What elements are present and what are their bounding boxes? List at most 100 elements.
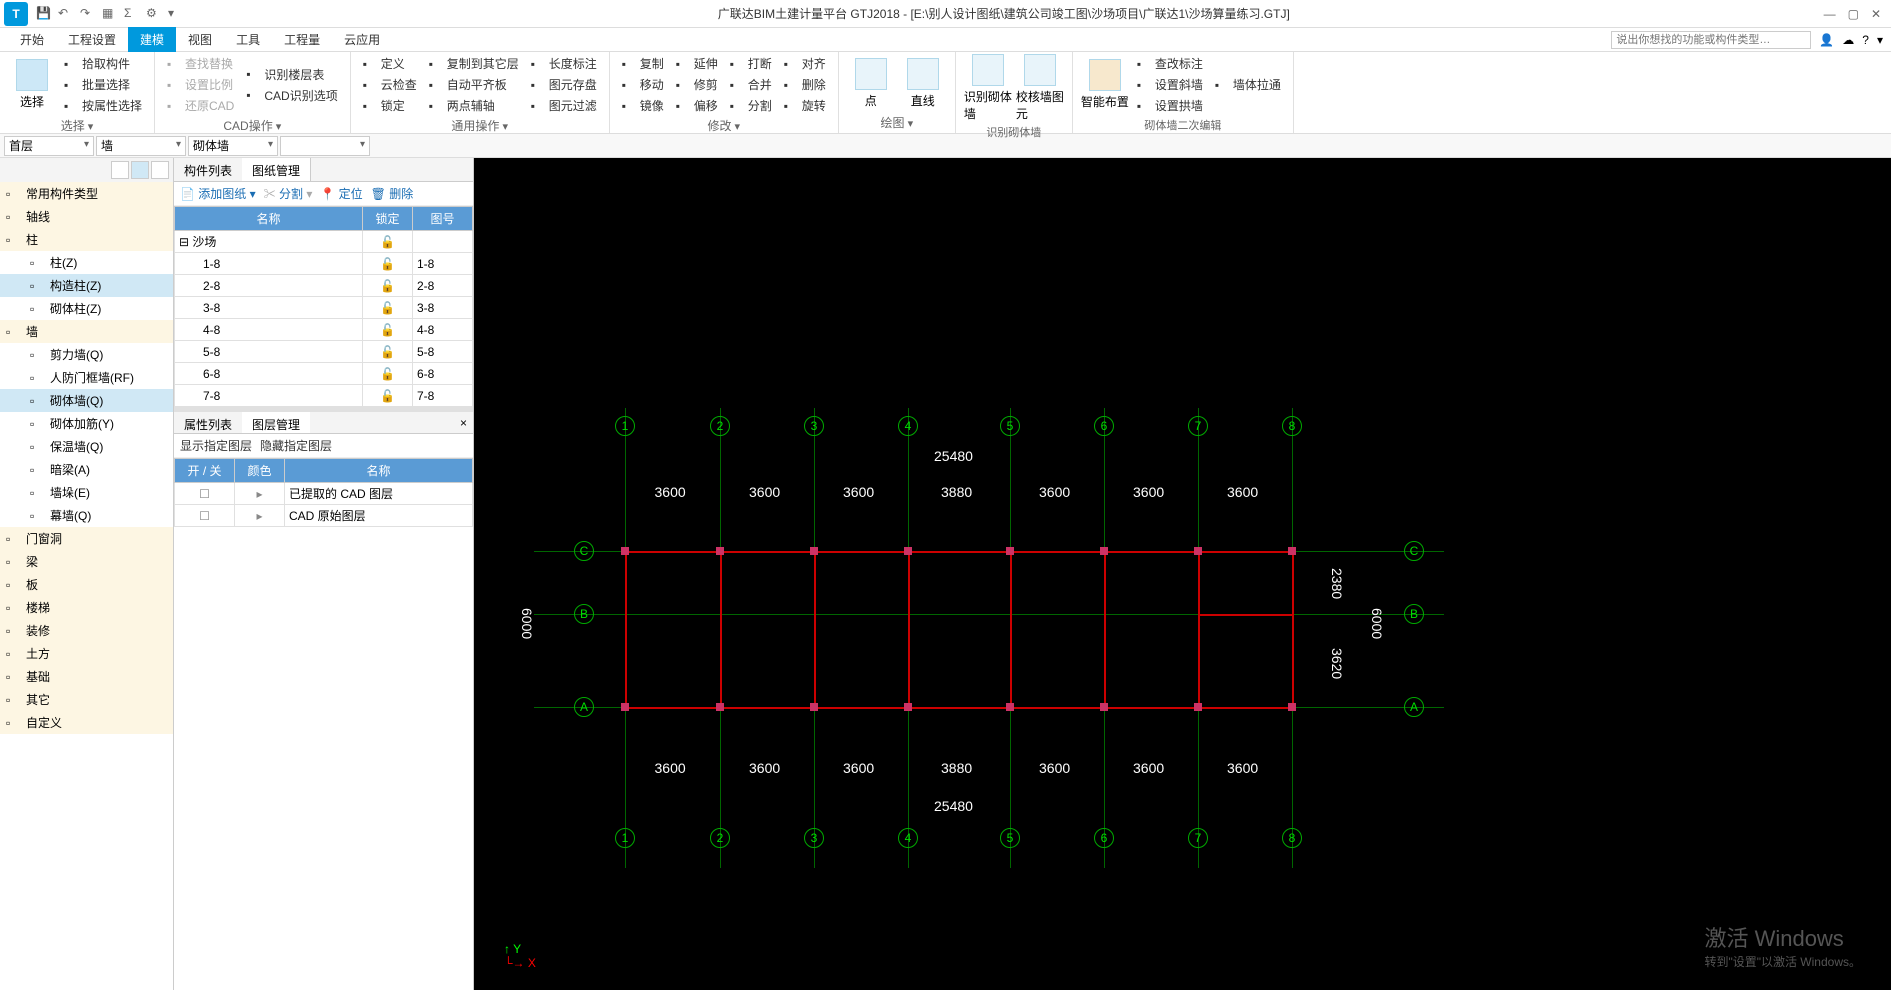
- maximize-icon[interactable]: ▢: [1848, 7, 1859, 21]
- ribbon-item[interactable]: ▪修剪: [672, 75, 722, 94]
- locate-button[interactable]: 📍 定位: [320, 185, 362, 202]
- table-row[interactable]: 1-8🔓1-8: [175, 253, 473, 275]
- draw-点[interactable]: 点: [847, 54, 895, 112]
- tree-item[interactable]: ▫墙: [0, 320, 173, 343]
- ribbon-item[interactable]: ▪锁定: [359, 96, 421, 115]
- ribbon-item[interactable]: ▪设置比例: [163, 75, 238, 94]
- tab-drawing-mgmt[interactable]: 图纸管理: [242, 158, 311, 181]
- calc-icon[interactable]: Σ: [124, 6, 140, 22]
- tree-item[interactable]: ▫砌体墙(Q): [0, 389, 173, 412]
- tree-item[interactable]: ▫柱(Z): [0, 251, 173, 274]
- layer-row[interactable]: ☐▸CAD 原始图层: [175, 505, 473, 527]
- hide-layer-button[interactable]: 隐藏指定图层: [260, 437, 332, 454]
- tree-item[interactable]: ▫柱: [0, 228, 173, 251]
- tree-item[interactable]: ▫自定义: [0, 711, 173, 734]
- ribbon-item[interactable]: ▪复制: [618, 54, 668, 73]
- tree-item[interactable]: ▫暗梁(A): [0, 458, 173, 481]
- tree-item[interactable]: ▫构造柱(Z): [0, 274, 173, 297]
- tree-item[interactable]: ▫常用构件类型: [0, 182, 173, 205]
- category-combo[interactable]: 墙: [96, 136, 186, 156]
- save-icon[interactable]: 💾: [36, 6, 52, 22]
- ribbon-item[interactable]: ▪延伸: [672, 54, 722, 73]
- recog-btn[interactable]: 识别砌体墙: [964, 54, 1012, 122]
- tree-item[interactable]: ▫门窗洞: [0, 527, 173, 550]
- tab-layers[interactable]: 图层管理: [242, 412, 310, 433]
- tree-item[interactable]: ▫梁: [0, 550, 173, 573]
- ribbon-item[interactable]: ▪镜像: [618, 96, 668, 115]
- tree-view2-icon[interactable]: [131, 161, 149, 179]
- select-button[interactable]: 选择: [8, 54, 56, 115]
- ribbon-item[interactable]: ▪设置斜墙: [1133, 75, 1207, 94]
- ribbon-item[interactable]: ▪打断: [726, 54, 776, 73]
- table-row[interactable]: 4-8🔓4-8: [175, 319, 473, 341]
- tree-item[interactable]: ▫保温墙(Q): [0, 435, 173, 458]
- cloud-icon[interactable]: ☁: [1842, 33, 1854, 47]
- ribbon-item[interactable]: ▪定义: [359, 54, 421, 73]
- ribbon-item[interactable]: ▪删除: [780, 75, 830, 94]
- tree-item[interactable]: ▫砌体柱(Z): [0, 297, 173, 320]
- tab-2[interactable]: 建模: [128, 27, 176, 52]
- split-button[interactable]: ✂ 分割 ▾: [264, 185, 313, 202]
- help-icon[interactable]: ?: [1862, 33, 1869, 47]
- table-row[interactable]: 7-8🔓7-8: [175, 385, 473, 407]
- table-row[interactable]: 6-8🔓6-8: [175, 363, 473, 385]
- tree-item[interactable]: ▫剪力墙(Q): [0, 343, 173, 366]
- ribbon-item[interactable]: ▪两点辅轴: [425, 96, 523, 115]
- tab-3[interactable]: 视图: [176, 27, 224, 52]
- layer-grid[interactable]: 开 / 关颜色名称 ☐▸已提取的 CAD 图层☐▸CAD 原始图层: [174, 458, 473, 527]
- ribbon-item[interactable]: ▪旋转: [780, 96, 830, 115]
- smart-layout-button[interactable]: 智能布置: [1081, 54, 1129, 115]
- draw-直线[interactable]: 直线: [899, 54, 947, 112]
- ribbon-item[interactable]: ▪识别楼层表: [242, 65, 341, 84]
- ribbon-item[interactable]: ▪查找替换: [163, 54, 238, 73]
- drawing-grid[interactable]: 名称锁定图号 ⊟ 沙场🔓 1-8🔓1-8 2-8🔓2-8 3-8🔓3-8 4-8…: [174, 206, 473, 406]
- undo-icon[interactable]: ↶: [58, 6, 74, 22]
- ribbon-item[interactable]: ▪还原CAD: [163, 96, 238, 115]
- ribbon-item[interactable]: ▪合并: [726, 75, 776, 94]
- ribbon-item[interactable]: ▪移动: [618, 75, 668, 94]
- ribbon-item[interactable]: ▪偏移: [672, 96, 722, 115]
- ribbon-item[interactable]: ▪按属性选择: [60, 96, 146, 115]
- tree-item[interactable]: ▫楼梯: [0, 596, 173, 619]
- add-drawing-button[interactable]: 📄 添加图纸 ▾: [180, 185, 256, 202]
- floor-combo[interactable]: 首层: [4, 136, 94, 156]
- tab-5[interactable]: 工程量: [272, 27, 332, 52]
- tab-1[interactable]: 工程设置: [56, 27, 128, 52]
- tab-0[interactable]: 开始: [8, 27, 56, 52]
- tree-view3-icon[interactable]: [151, 161, 169, 179]
- tree-item[interactable]: ▫幕墙(Q): [0, 504, 173, 527]
- ribbon-item[interactable]: ▪拾取构件: [60, 54, 146, 73]
- table-row[interactable]: 3-8🔓3-8: [175, 297, 473, 319]
- recog-btn[interactable]: 校核墙图元: [1016, 54, 1064, 122]
- table-row[interactable]: ⊟ 沙场🔓: [175, 231, 473, 253]
- close-panel-icon[interactable]: ×: [454, 412, 473, 433]
- ribbon-item[interactable]: ▪图元过滤: [527, 96, 601, 115]
- ribbon-item[interactable]: ▪自动平齐板: [425, 75, 523, 94]
- tab-4[interactable]: 工具: [224, 27, 272, 52]
- show-layer-button[interactable]: 显示指定图层: [180, 437, 252, 454]
- ribbon-item[interactable]: ▪图元存盘: [527, 75, 601, 94]
- tree-item[interactable]: ▫装修: [0, 619, 173, 642]
- tab-6[interactable]: 云应用: [332, 27, 392, 52]
- extra-combo[interactable]: [280, 136, 370, 156]
- dropdown-icon[interactable]: ▾: [168, 6, 184, 22]
- tree-item[interactable]: ▫板: [0, 573, 173, 596]
- delete-button[interactable]: 🗑 删除: [371, 185, 414, 202]
- ribbon-item[interactable]: ▪设置拱墙: [1133, 96, 1207, 115]
- ribbon-item[interactable]: ▪对齐: [780, 54, 830, 73]
- tree-item[interactable]: ▫其它: [0, 688, 173, 711]
- search-input[interactable]: [1611, 31, 1811, 49]
- type-combo[interactable]: 砌体墙: [188, 136, 278, 156]
- table-row[interactable]: 5-8🔓5-8: [175, 341, 473, 363]
- ribbon-item[interactable]: ▪长度标注: [527, 54, 601, 73]
- minimize-icon[interactable]: —: [1824, 7, 1836, 21]
- more-icon[interactable]: ▾: [1877, 33, 1883, 47]
- close-icon[interactable]: ✕: [1871, 7, 1881, 21]
- drawing-canvas[interactable]: ↑ Y └→ X 激活 Windows 转到"设置"以激活 Windows。 C…: [474, 158, 1891, 990]
- ribbon-item[interactable]: ▪查改标注: [1133, 54, 1207, 73]
- tree-view1-icon[interactable]: [111, 161, 129, 179]
- tree-item[interactable]: ▫轴线: [0, 205, 173, 228]
- tree-item[interactable]: ▫墙垛(E): [0, 481, 173, 504]
- table-row[interactable]: 2-8🔓2-8: [175, 275, 473, 297]
- ribbon-item[interactable]: ▪墙体拉通: [1211, 75, 1285, 94]
